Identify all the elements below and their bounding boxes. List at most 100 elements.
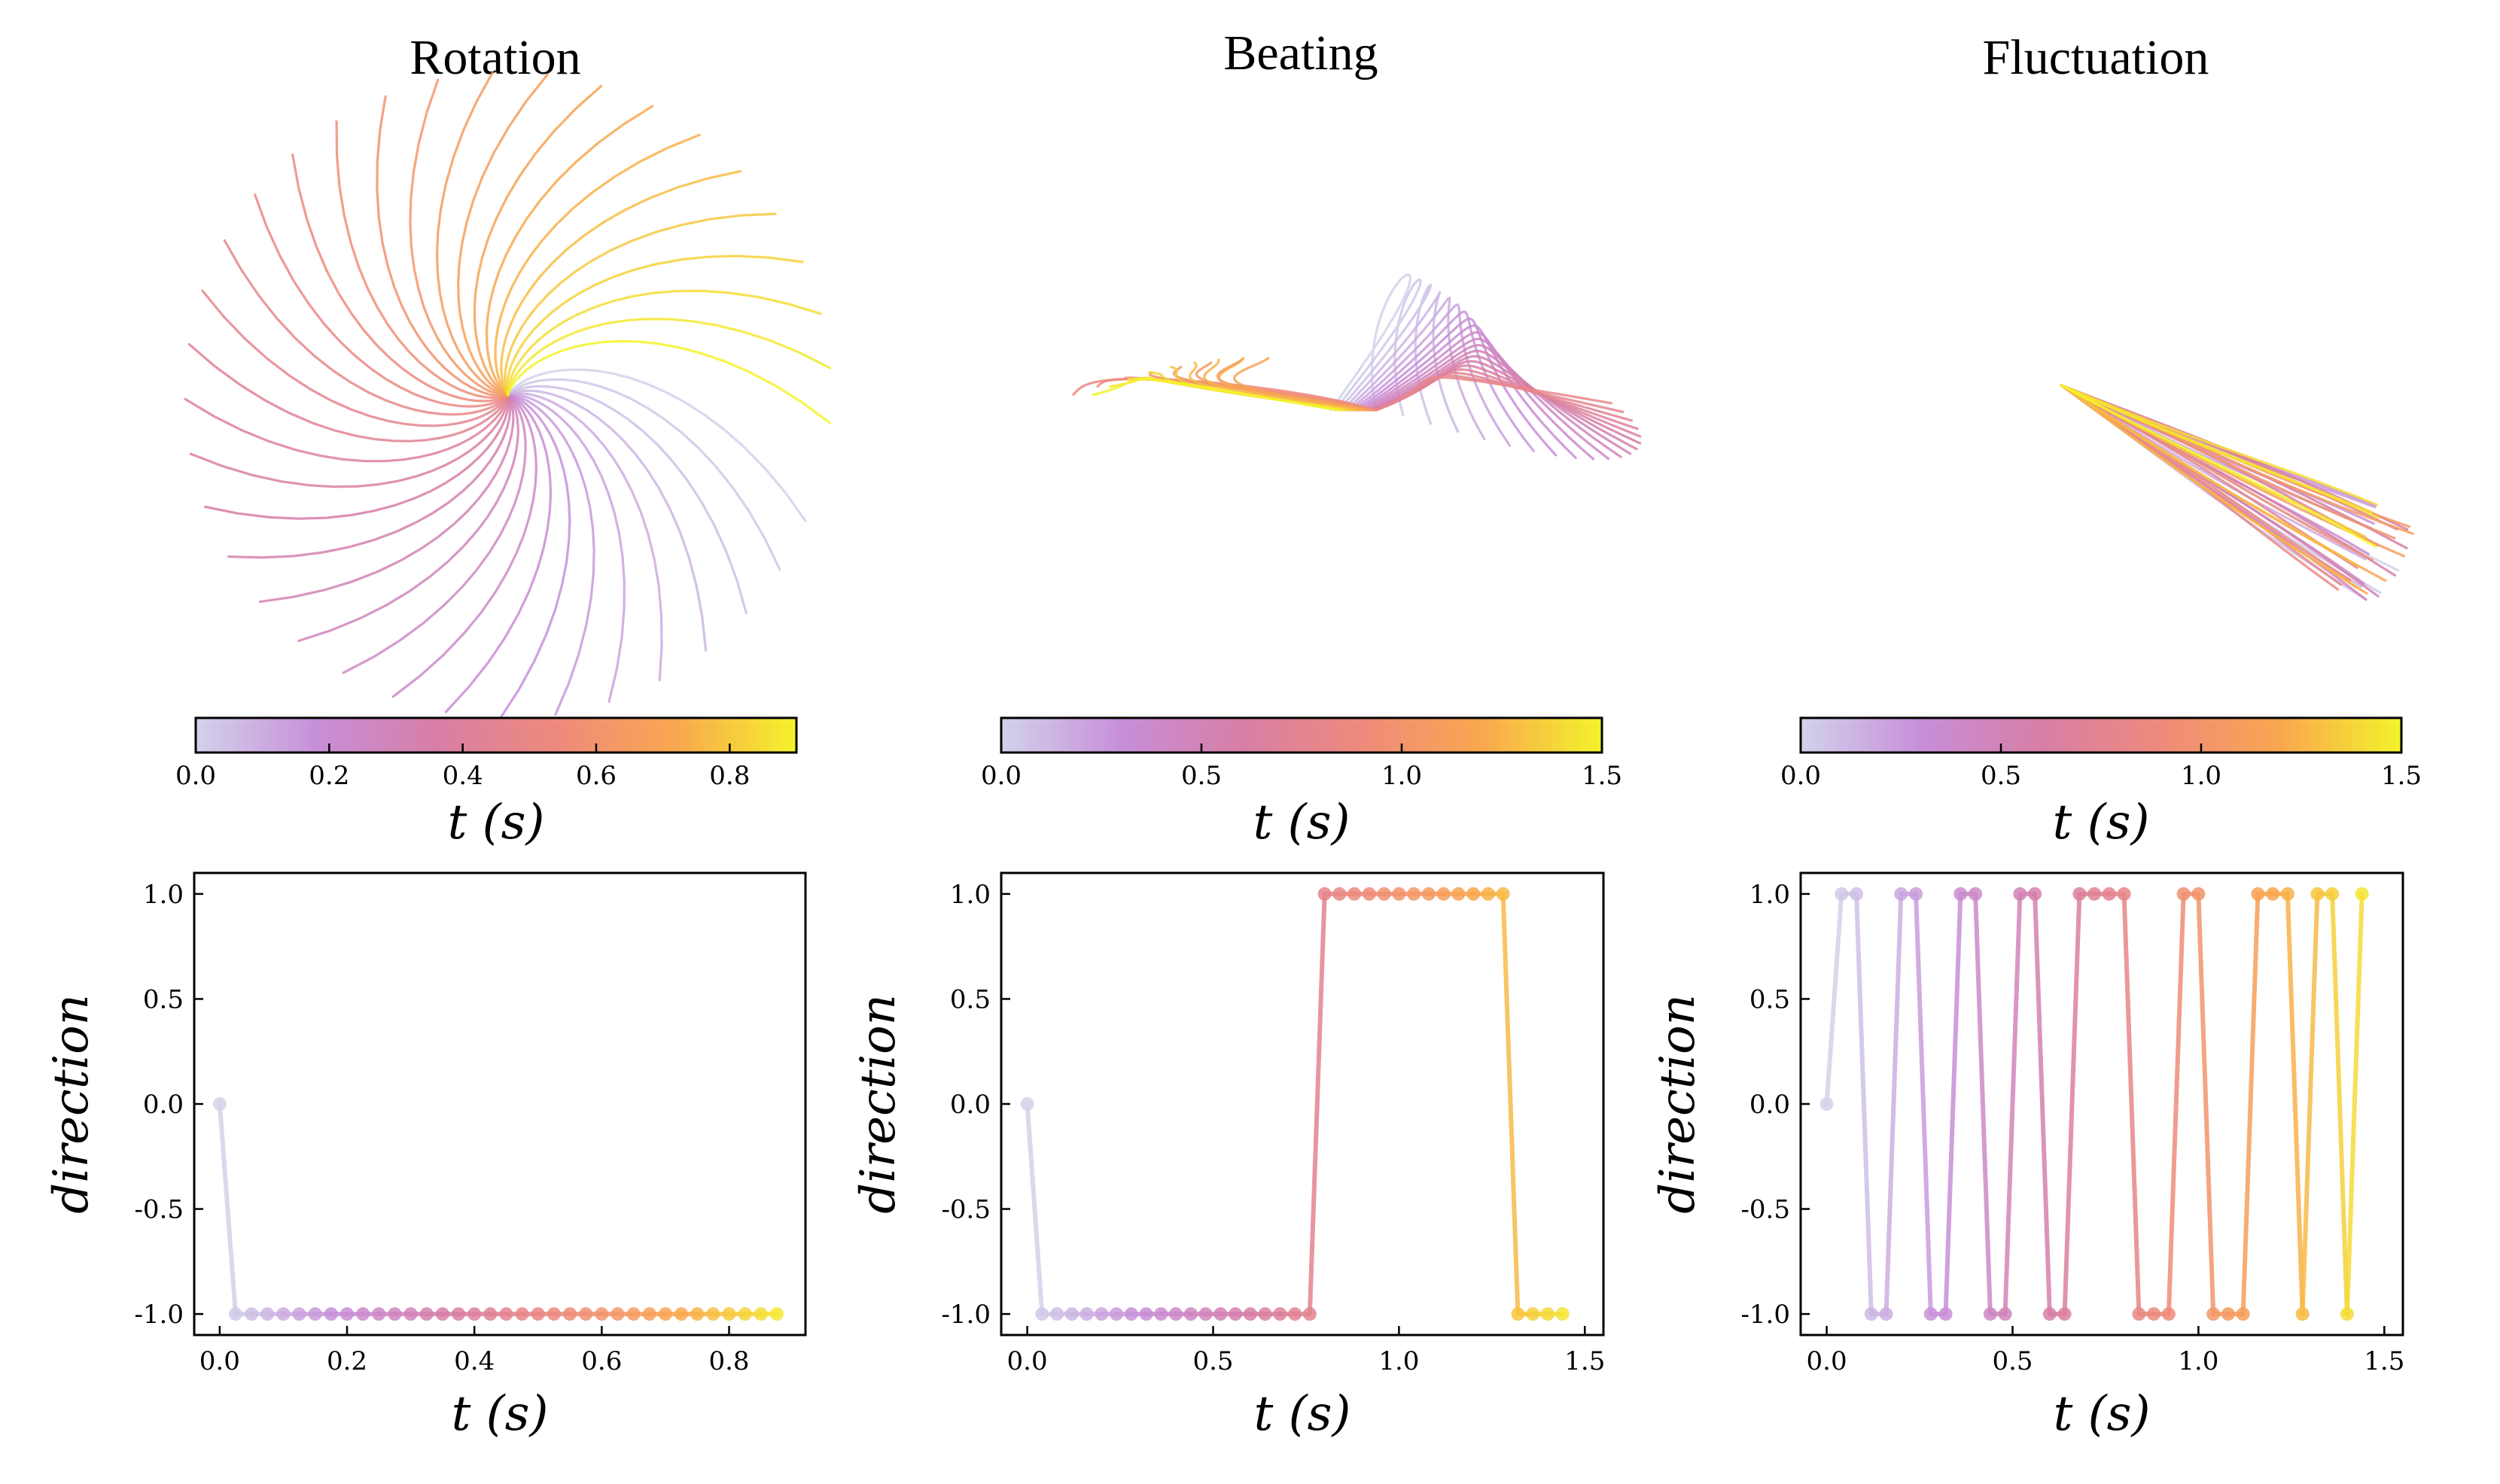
- flagellum-curve: [409, 78, 510, 397]
- y-tick-label: -0.5: [134, 1195, 184, 1225]
- flagellum-curve: [189, 394, 510, 488]
- colorbar-tick-label: 0.6: [576, 761, 617, 791]
- data-point: [1894, 886, 1908, 901]
- colorbar-gradient: [194, 716, 798, 754]
- data-point: [212, 1097, 227, 1111]
- y-tick-label: -1.0: [941, 1300, 991, 1330]
- x-axis-label: t (s): [2054, 1386, 2151, 1442]
- data-point: [706, 1307, 720, 1321]
- flagellum-curve: [201, 289, 510, 427]
- data-point: [1526, 1307, 1540, 1321]
- y-tick-label: -0.5: [1740, 1195, 1790, 1225]
- colorbar-gradient: [1000, 716, 1603, 754]
- y-tick-label: 1.0: [950, 880, 991, 910]
- data-point: [1879, 1307, 1893, 1321]
- data-point: [435, 1307, 449, 1321]
- data-point: [1020, 1097, 1034, 1111]
- series-segment: [1307, 891, 1327, 1317]
- series-segment: [217, 1102, 238, 1317]
- data-point: [2147, 1307, 2161, 1321]
- data-point: [1451, 886, 1466, 901]
- x-tick-label: 0.5: [1992, 1346, 2033, 1376]
- colorbar-tick-label: 0.0: [981, 761, 1022, 791]
- data-point: [2132, 1307, 2146, 1321]
- data-point: [595, 1307, 609, 1321]
- flagellum-curve: [500, 169, 742, 397]
- data-point: [1213, 1307, 1228, 1321]
- flagellum-curve: [1333, 278, 1422, 416]
- flagellum-curve: [335, 120, 510, 400]
- series-segment: [2344, 891, 2364, 1317]
- flagellum-curve: [391, 394, 537, 698]
- data-point: [2206, 1307, 2221, 1321]
- flagellum-curve: [1092, 377, 1339, 412]
- data-point: [499, 1307, 513, 1321]
- flagellum-curve: [499, 394, 571, 719]
- panel-title-beating: Beating: [1223, 26, 1378, 81]
- data-point: [1850, 886, 1864, 901]
- data-point: [2042, 1307, 2057, 1321]
- flagellum-curve: [473, 84, 603, 397]
- flagellum-curve: [1329, 273, 1412, 412]
- flagellum-curve: [504, 212, 777, 397]
- data-point: [1407, 886, 1421, 901]
- data-point: [2266, 886, 2280, 901]
- series-segment: [2002, 891, 2023, 1317]
- flagellum-curve: [507, 368, 807, 522]
- data-point: [276, 1307, 291, 1321]
- data-point: [722, 1307, 736, 1321]
- x-tick-label: 0.4: [454, 1346, 495, 1376]
- data-point: [372, 1307, 386, 1321]
- data-point: [2191, 886, 2206, 901]
- data-point: [1819, 1097, 1834, 1111]
- y-tick-label: 0.0: [950, 1090, 991, 1120]
- x-tick-label: 1.5: [2364, 1346, 2404, 1376]
- data-point: [1229, 1307, 1243, 1321]
- data-point: [611, 1307, 625, 1321]
- colorbar-tick-label: 0.0: [175, 761, 216, 791]
- y-tick-label: 1.0: [1749, 880, 1790, 910]
- data-point: [245, 1307, 259, 1321]
- data-point: [2028, 886, 2042, 901]
- data-point: [1998, 1307, 2012, 1321]
- data-point: [658, 1307, 672, 1321]
- axes-frame: [1000, 871, 1605, 1337]
- y-tick-label: -1.0: [1740, 1300, 1790, 1330]
- data-point: [1923, 1307, 1938, 1321]
- axes-frame: [193, 871, 807, 1337]
- data-point: [2310, 886, 2325, 901]
- data-point: [2087, 886, 2102, 901]
- data-point: [769, 1307, 784, 1321]
- data-point: [1983, 1307, 1997, 1321]
- data-point: [563, 1307, 577, 1321]
- series-segment: [2033, 891, 2052, 1317]
- colorbar-tick-label: 0.5: [1981, 761, 2021, 791]
- flagellum-curve: [486, 105, 654, 397]
- flagellum-curve: [1341, 290, 1460, 433]
- axes-frame: [1799, 871, 2404, 1337]
- flagellum-curve: [2060, 384, 2360, 567]
- flagellum-curve: [507, 393, 626, 704]
- data-point: [483, 1307, 498, 1321]
- flagellum-curve: [1375, 376, 1612, 412]
- data-point: [1540, 1307, 1555, 1321]
- colorbar-tick-label: 1.0: [2181, 761, 2221, 791]
- y-tick-label: 1.0: [143, 880, 184, 910]
- x-tick-label: 1.5: [1564, 1346, 1605, 1376]
- data-point: [308, 1307, 322, 1321]
- colorbar-ticks: 0.0 0.5 1.0 1.5: [1780, 744, 2422, 791]
- data-point: [260, 1307, 275, 1321]
- series-segment: [2300, 891, 2320, 1317]
- colorbar-ticks: 0.0 0.2 0.4 0.6 0.8: [175, 744, 750, 791]
- data-point: [1035, 1307, 1049, 1321]
- flagellum-curve: [2060, 384, 2377, 548]
- data-point: [1436, 886, 1451, 901]
- data-point: [2102, 886, 2116, 901]
- data-point: [642, 1307, 656, 1321]
- colorbar-beating: 0.0 0.5 1.0 1.5 t (s): [981, 716, 1622, 850]
- flagellum-curve: [2060, 384, 2380, 519]
- flagellum-curve: [291, 153, 510, 403]
- colorbar-tick-label: 0.5: [1181, 761, 1222, 791]
- series-segment: [1883, 891, 1904, 1317]
- data-point: [1969, 886, 1983, 901]
